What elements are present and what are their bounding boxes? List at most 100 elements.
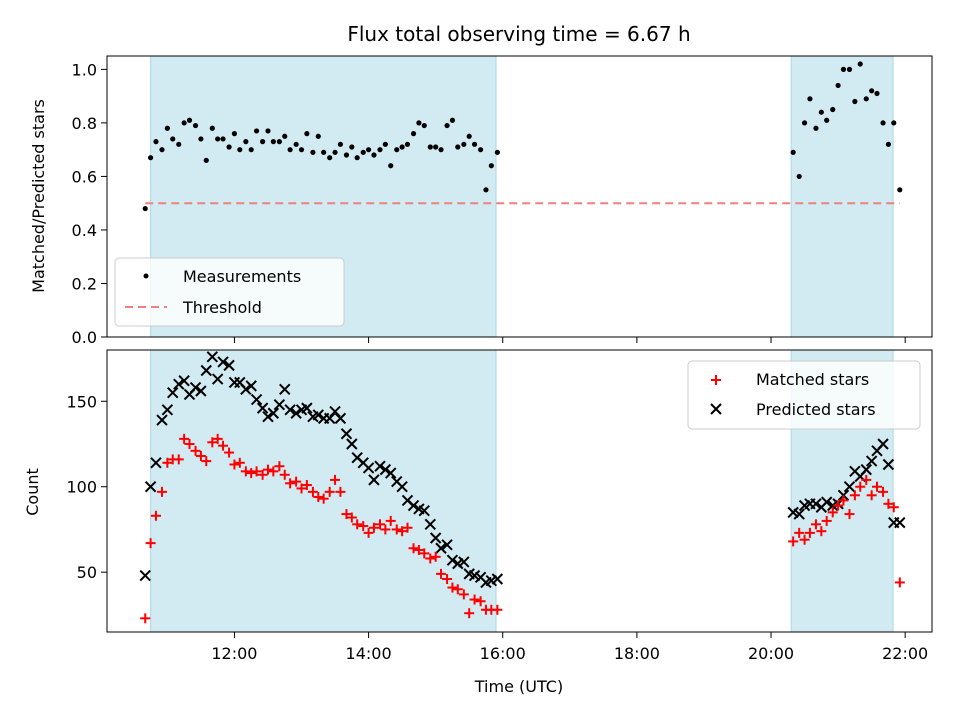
predicted-point [161,404,174,416]
top-x-ticks [233,337,906,343]
xtick-label: 22:00 [882,644,928,663]
predicted-point [312,409,324,421]
predicted-point [882,458,895,471]
legend-predicted-marker [710,403,722,415]
matched-point [234,457,245,468]
matched-point [179,433,190,444]
measurement-point [471,141,478,147]
legend-predicted-label: Predicted stars [756,400,876,419]
matched-point [402,522,413,533]
measurement-point [874,90,880,97]
predicted-point [223,359,235,372]
matched-point [318,493,329,504]
matched-point [821,515,832,526]
measurement-point [404,141,411,147]
measurement-point [461,141,467,147]
measurement-point [416,120,422,126]
matched-point [872,481,882,492]
matched-point [201,456,212,467]
matched-point [810,519,821,530]
xtick-label: 20:00 [748,644,794,663]
measurement-point [830,106,836,113]
top-ytick-label: 0.2 [72,274,97,293]
measurement-point [226,144,232,150]
bottom-ytick-label: 50 [77,563,97,582]
bottom-data-marks [139,351,906,624]
bottom-axes-frame [106,349,933,633]
matched-point [385,515,396,526]
predicted-point [240,383,252,396]
matched-point [173,454,184,465]
matched-point [268,466,279,477]
measurement-point [807,96,813,102]
matched-point [190,445,201,456]
x-axis-label: Time (UTC) [474,677,563,696]
observing-window-1 [150,349,497,633]
measurement-point [824,117,830,123]
matched-point [140,613,151,624]
matched-point [229,459,240,470]
measurement-point [360,149,366,155]
measurement-point [153,139,159,145]
measurement-point [455,144,461,150]
measurement-point [494,149,500,155]
predicted-point [429,532,442,544]
predicted-point [877,438,889,450]
predicted-point [156,414,168,426]
legend-measurements-marker [143,273,149,279]
predicted-point [195,385,207,397]
measurement-point [891,120,897,126]
predicted-point [245,380,257,392]
matched-point [469,594,480,605]
matched-point [207,437,218,448]
predicted-point [379,463,392,476]
measurement-point [897,187,903,193]
matched-point [341,509,352,520]
measurement-point [433,144,439,150]
measurement-point [796,173,802,180]
top-ytick-label: 1.0 [72,60,97,79]
measurement-point [421,122,427,129]
matched-point [346,512,357,523]
bottom-ytick-label: 150 [66,392,97,411]
measurement-point [863,96,869,102]
matched-point [794,527,805,538]
measurement-point [282,133,288,139]
measurement-point [253,128,260,134]
measurement-point [483,187,489,193]
measurement-point [371,152,377,158]
predicted-point [374,460,386,472]
measurement-point [243,139,249,145]
top-ytick-label: 0.6 [72,167,97,186]
legend-measurements-label: Measurements [183,267,301,286]
matched-point [218,440,229,451]
predicted-point [189,381,202,394]
predicted-point [323,412,336,425]
matched-point [313,491,324,502]
measurement-point [147,155,154,161]
matched-point [291,476,302,487]
predicted-point [267,407,280,419]
measurement-point [293,141,299,147]
measurement-point [852,98,858,105]
predicted-point [446,554,459,566]
measurement-point [410,131,417,137]
predicted-point [407,499,420,512]
measurement-point [170,136,176,142]
predicted-point [894,516,906,529]
measurement-point [181,120,187,126]
measurement-point [438,147,444,153]
matched-point [425,553,436,564]
predicted-point [837,489,850,501]
matched-point [184,439,195,449]
top-y-axis-label: Matched/Predicted stars [29,99,48,293]
measurement-point [394,147,400,153]
predicted-point [418,504,430,517]
matched-point [799,534,810,545]
measurement-point [321,149,327,155]
matched-point [363,527,374,538]
measurement-point [186,117,193,123]
top-ytick-label: 0.0 [72,328,97,347]
predicted-point [144,481,157,493]
matched-point [212,433,223,444]
